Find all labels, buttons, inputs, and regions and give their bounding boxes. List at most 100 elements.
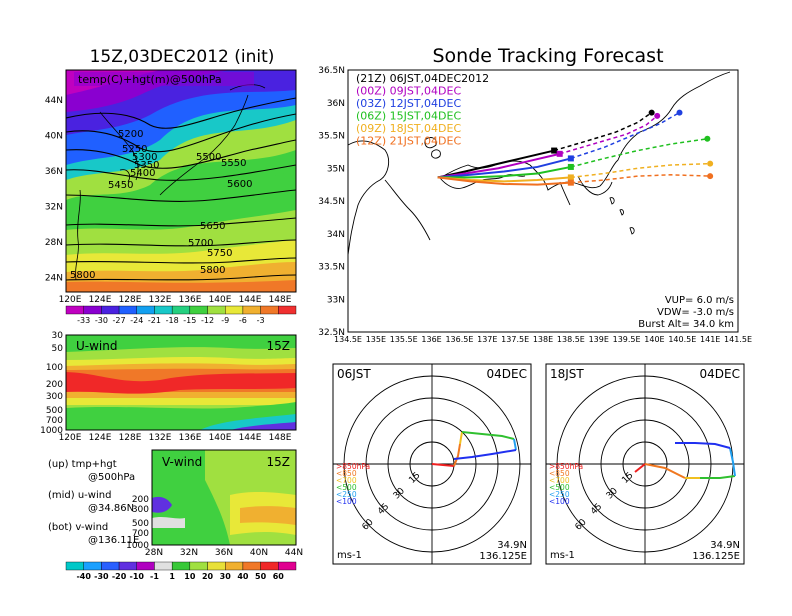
note-line: (bot) v-wind [48, 522, 108, 533]
uwind-x-label: 148E [269, 433, 292, 443]
pressure-legend-entry: <100 [336, 497, 357, 506]
track-map-frame [347, 69, 739, 333]
contour-label: 5750 [207, 248, 232, 259]
track-line-descent [570, 162, 711, 179]
map-lon-label: 124E [89, 295, 112, 305]
hodograph-segment [461, 431, 515, 440]
track-lat-label: 33.5N [318, 263, 345, 273]
track-line-ascent [437, 152, 560, 179]
uwind-x-label: 140E [209, 433, 232, 443]
track-line-ascent [437, 157, 572, 179]
wind-colorbar-swatch [171, 561, 191, 571]
uwind-x-label: 136E [179, 433, 202, 443]
location-lon: 136.125E [692, 551, 740, 562]
landing-marker [704, 135, 711, 142]
uwind-label: U-wind [76, 339, 117, 353]
track-lon-label: 137E [477, 335, 497, 344]
map-lon-label: 128E [119, 295, 142, 305]
temp-colorbar-label: -9 [221, 316, 229, 325]
uwind-y-label: 300 [46, 392, 63, 402]
note-line: @500hPa [88, 472, 135, 483]
track-lat-label: 34N [327, 230, 345, 240]
temp-colorbar-swatch [278, 305, 297, 315]
hodograph-segment [644, 463, 686, 479]
temp-map: 5200 5250 5300 5350 5400 5450 5500 5550 … [66, 70, 296, 292]
wind-colorbar-swatch [83, 561, 102, 571]
uwind-y-label: 200 [46, 380, 63, 390]
param-burst: Burst Alt= 34.0 km [638, 319, 734, 330]
pressure-legend-entry: >850hPa [549, 462, 583, 471]
burst-marker [567, 155, 574, 162]
temp-colorbar-label: -33 [77, 316, 90, 325]
temp-colorbar-label: -30 [95, 316, 108, 325]
landing-marker [707, 160, 714, 167]
track-line-descent [559, 115, 658, 155]
map-lat-label: 36N [45, 167, 63, 177]
track-lat-label: 33N [327, 295, 345, 305]
map-lon-label: 120E [59, 295, 82, 305]
burst-marker [567, 163, 574, 170]
wind-colorbar-label: -40 [76, 572, 91, 581]
temp-colorbar-label: -24 [130, 316, 143, 325]
temp-colorbar-swatch [136, 305, 155, 315]
pressure-legend-entry: <700 [336, 476, 357, 485]
hodograph-segment [675, 442, 731, 449]
pressure-legend-entry: <700 [549, 476, 570, 485]
vwind-y-label: 1000 [126, 541, 149, 551]
track-line-descent [553, 111, 653, 152]
track-legend-entry: (21Z) 06JST,04DEC2012 [356, 72, 489, 85]
track-lat-label: 36N [327, 99, 345, 109]
contour-label: 5700 [188, 238, 213, 249]
wind-colorbar-label: -1 [150, 572, 159, 581]
hodograph-segment [634, 463, 646, 473]
wind-colorbar-label: 10 [184, 572, 196, 581]
hodograph-time: 06JST [337, 367, 371, 381]
contour-label: 5200 [118, 129, 143, 140]
track-lon-label: 138E [533, 335, 553, 344]
note-line: @136.11E [88, 535, 139, 546]
uwind-x-label: 120E [59, 433, 82, 443]
temp-colorbar-label: -12 [201, 316, 214, 325]
track-lon-label: 138.5E [557, 335, 585, 344]
temp-colorbar-swatch [242, 305, 261, 315]
track-lon-label: 135E [366, 335, 386, 344]
uwind-panel [66, 335, 296, 430]
map-lon-label: 140E [209, 295, 232, 305]
track-legend-entry: (03Z) 12JST,04DEC [356, 97, 461, 110]
uwind-y-label: 30 [52, 331, 64, 341]
contour-label: 5450 [108, 180, 133, 191]
track-lat-label: 35.5N [318, 132, 345, 142]
wind-colorbar-label: -30 [94, 572, 109, 581]
param-vup: VUP= 6.0 m/s [665, 295, 734, 306]
burst-marker [551, 147, 558, 154]
vwind-panel [152, 450, 296, 545]
temp-colorbar-swatch [118, 305, 137, 315]
track-lon-label: 135.5E [390, 335, 418, 344]
uwind-y-label: 500 [46, 406, 63, 416]
pressure-legend-entry: <850 [336, 469, 357, 478]
map-label: temp(C)+hgt(m)@500hPa [78, 73, 222, 86]
sonde-params: VUP= 6.0 m/s VDW= -3.0 m/s Burst Alt= 34… [638, 295, 734, 330]
pressure-legend-entry: <500 [336, 483, 357, 492]
burst-marker [556, 150, 563, 157]
vwind-x-label: 28N [145, 548, 163, 558]
temp-colorbar-label: -15 [183, 316, 196, 325]
unit-label: ms-1 [337, 550, 362, 561]
burst-marker [567, 174, 574, 181]
vwind-x-label: 44N [285, 548, 303, 558]
temp-colorbar-label: -18 [166, 316, 179, 325]
location-lat: 34.9N [497, 540, 527, 551]
unit-label: ms-1 [550, 550, 575, 561]
track-lat-label: 32.5N [318, 328, 345, 338]
wind-colorbar-swatch [242, 561, 261, 571]
wind-colorbar-swatch [207, 561, 226, 571]
uwind-y-label: 100 [46, 363, 63, 373]
uwind-y-label: 700 [46, 416, 63, 426]
wind-colorbar-label: 1 [169, 572, 175, 581]
wind-colorbar-swatch [65, 561, 84, 571]
uwind-x-label: 124E [89, 433, 112, 443]
contour-label: 5350 [134, 160, 159, 171]
wind-colorbar-swatch [260, 561, 279, 571]
pressure-legend-entry: >850hPa [336, 462, 370, 471]
